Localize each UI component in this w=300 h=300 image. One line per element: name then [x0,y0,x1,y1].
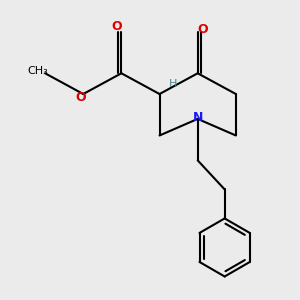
Text: O: O [111,20,122,33]
Text: O: O [197,23,208,36]
Text: N: N [193,111,203,124]
Text: O: O [76,91,86,104]
Text: H: H [169,79,177,88]
Text: CH₃: CH₃ [27,66,48,76]
